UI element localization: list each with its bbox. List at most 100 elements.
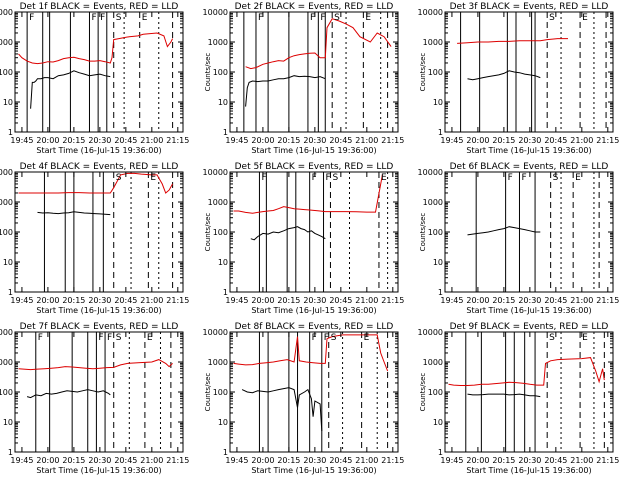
series-events-line (30, 70, 111, 109)
x-tick-label: 20:30 (303, 296, 326, 305)
x-tick-label: 20:30 (303, 136, 326, 145)
x-tick-label: 21:15 (166, 296, 189, 305)
marker-label: E (575, 173, 581, 183)
series-lld-line (18, 32, 174, 65)
panel-plot-area (18, 332, 173, 452)
x-tick-label: 21:00 (570, 456, 593, 465)
y-axis-label: Counts/sec (204, 373, 212, 412)
x-tick-label: 21:00 (140, 456, 163, 465)
x-tick-label: 21:15 (166, 136, 189, 145)
marker-label: S (549, 13, 555, 23)
marker-label: E (142, 13, 148, 23)
y-tick-label: 100 (0, 228, 13, 237)
x-tick-label: 21:00 (570, 296, 593, 305)
x-tick-label: 20:15 (492, 456, 515, 465)
x-tick-label: 20:15 (277, 296, 300, 305)
marker-label: E (365, 13, 371, 23)
x-tick-label: 20:45 (544, 456, 567, 465)
x-tick-label: 20:45 (544, 136, 567, 145)
panel-plot-area (457, 12, 607, 132)
x-tick-label: 20:30 (518, 456, 541, 465)
y-tick-label: 10000 (418, 168, 443, 177)
series-lld-line (245, 18, 392, 70)
x-tick-label: 20:15 (277, 136, 300, 145)
x-tick-label: 20:00 (36, 296, 59, 305)
x-tick-label: 21:15 (381, 456, 404, 465)
y-axis-label: Counts/sec (419, 53, 427, 92)
detector-panel-3: S E 1 10 100 1000 10000 19:45 20:00 20:15 20:30 20:… (418, 2, 620, 155)
x-tick-label: 20:45 (544, 296, 567, 305)
marker-label: E (364, 333, 370, 343)
panel-plot-area (18, 172, 174, 292)
x-tick-label: 20:15 (492, 136, 515, 145)
x-tick-label: 20:45 (114, 136, 137, 145)
y-tick-label: 1000 (0, 358, 13, 367)
series-lld-line (18, 359, 173, 371)
x-axis-label: Start Time (16-Jul-15 19:36:00) (36, 146, 161, 155)
marker-label: F (29, 13, 34, 23)
y-tick-label: 1 (8, 128, 13, 137)
panel-plot-area (233, 172, 389, 292)
y-tick-label: 1000 (208, 38, 228, 47)
x-axis-label: Start Time (16-Jul-15 19:36:00) (251, 146, 376, 155)
marker-label: F (310, 13, 315, 23)
y-tick-label: 1000 (208, 198, 228, 207)
panel-title: Det 8f BLACK = Events, RED = LLD (235, 322, 394, 332)
y-tick-label: 1 (438, 448, 443, 457)
x-tick-label: 21:00 (355, 136, 378, 145)
y-tick-label: 100 (428, 388, 443, 397)
x-tick-label: 20:00 (36, 456, 59, 465)
panel-plot-area (18, 12, 174, 132)
y-tick-label: 100 (213, 228, 228, 237)
y-tick-label: 10000 (418, 8, 443, 17)
y-tick-label: 10000 (203, 328, 228, 337)
marker-label: S (553, 173, 559, 183)
x-axis-label: Start Time (16-Jul-15 19:36:00) (466, 466, 591, 475)
y-tick-label: 10000 (0, 168, 13, 177)
y-tick-label: 100 (0, 68, 13, 77)
x-tick-label: 20:30 (88, 296, 111, 305)
x-tick-label: 21:15 (596, 296, 619, 305)
y-tick-label: 10000 (0, 8, 13, 17)
panel-title: Det 5f BLACK = Events, RED = LLD (235, 162, 394, 172)
y-tick-label: 10000 (0, 328, 13, 337)
y-tick-label: 1000 (0, 198, 13, 207)
x-tick-label: 19:45 (440, 456, 463, 465)
panel-plot-area (467, 172, 600, 292)
y-tick-label: 10 (218, 98, 228, 107)
x-tick-label: 20:15 (492, 296, 515, 305)
x-tick-label: 20:30 (303, 456, 326, 465)
x-axis-label: Start Time (16-Jul-15 19:36:00) (251, 306, 376, 315)
marker-label: E (147, 333, 153, 343)
x-axis-label: Start Time (16-Jul-15 19:36:00) (251, 466, 376, 475)
panel-title: Det 7f BLACK = Events, RED = LLD (20, 322, 179, 332)
detector-panel-4: S E 1 10 100 1000 10000 19:4520:0020:1520:3020:… (0, 162, 189, 315)
series-lld-line (457, 38, 568, 44)
y-tick-label: 100 (428, 68, 443, 77)
y-axis-label: Counts/sec (204, 213, 212, 252)
marker-label: F (312, 333, 317, 343)
x-tick-label: 19:45 (10, 296, 33, 305)
panel-title: Det 3f BLACK = Events, RED = LLD (450, 2, 609, 12)
x-tick-label: 20:00 (36, 136, 59, 145)
x-tick-label: 21:15 (166, 456, 189, 465)
series-events-line (467, 226, 541, 236)
panel-plot-area (243, 12, 392, 132)
panel-title: Det 2f BLACK = Events, RED = LLD (235, 2, 394, 12)
y-tick-label: 100 (428, 228, 443, 237)
x-tick-label: 19:45 (225, 136, 248, 145)
y-tick-label: 1000 (208, 358, 228, 367)
x-axis-label: Start Time (16-Jul-15 19:36:00) (36, 466, 161, 475)
x-tick-label: 20:30 (518, 296, 541, 305)
x-tick-label: 19:45 (10, 136, 33, 145)
x-tick-label: 21:00 (355, 296, 378, 305)
y-tick-label: 1 (223, 128, 228, 137)
y-tick-label: 1 (223, 448, 228, 457)
x-tick-label: 21:15 (596, 456, 619, 465)
marker-label: F (312, 173, 317, 183)
y-tick-label: 10 (3, 98, 13, 107)
x-tick-label: 19:45 (440, 136, 463, 145)
